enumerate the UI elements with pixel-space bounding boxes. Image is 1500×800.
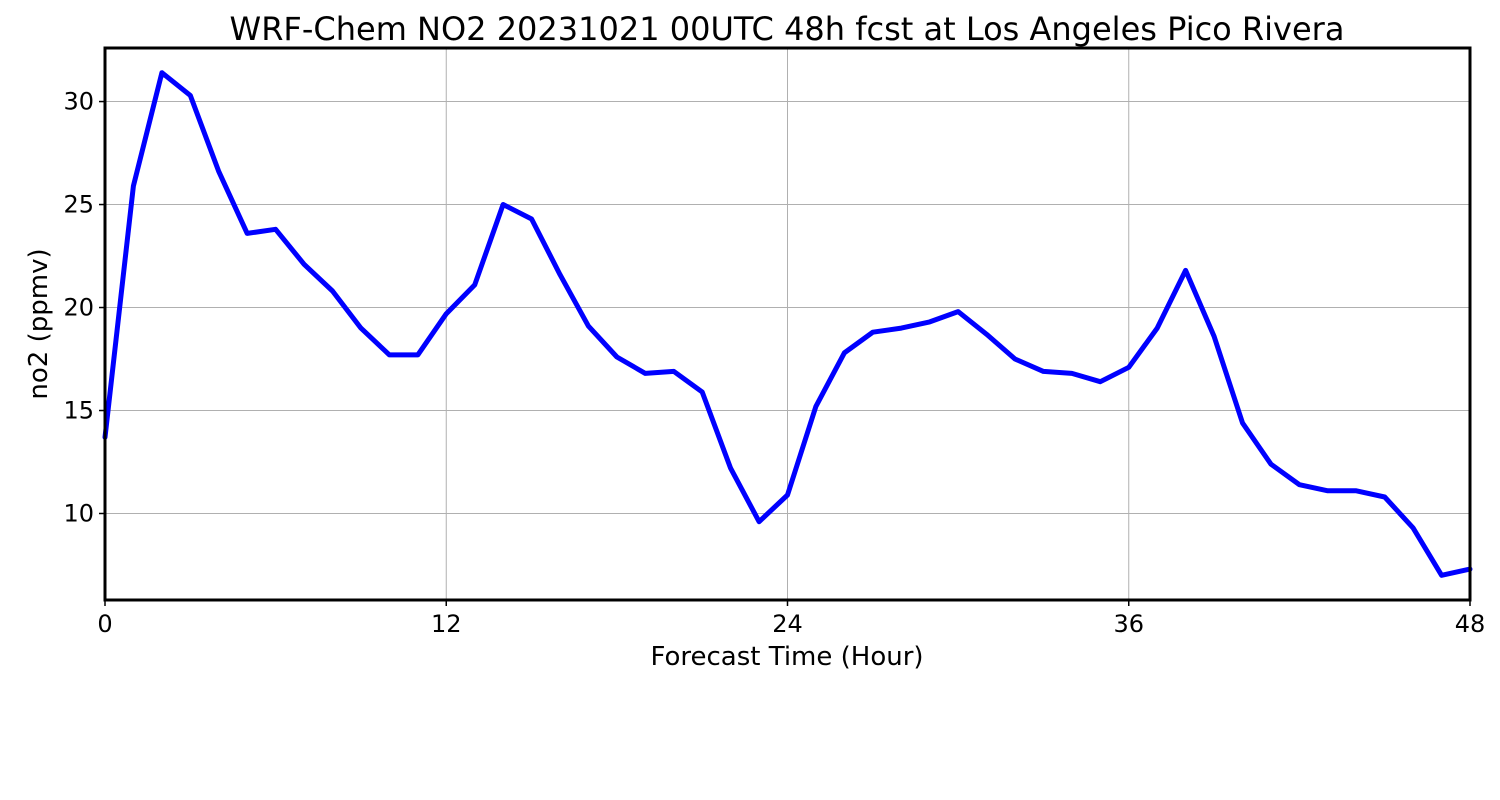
x-tick-label: 12 — [431, 610, 462, 638]
x-tick-label: 36 — [1113, 610, 1144, 638]
grid-lines — [104, 48, 1471, 600]
axis-ticks: 0 12 24 36 48 10 15 20 25 30 — [63, 88, 1485, 638]
y-tick-label: 30 — [63, 88, 94, 116]
y-tick-label: 25 — [63, 191, 94, 219]
chart-title: WRF-Chem NO2 20231021 00UTC 48h fcst at … — [230, 10, 1345, 48]
no2-series-line — [102, 70, 1473, 578]
y-tick-label: 10 — [63, 499, 94, 527]
y-axis-label: no2 (ppmv) — [24, 248, 54, 399]
x-tick-label: 24 — [772, 610, 803, 638]
y-tick-label: 20 — [63, 294, 94, 322]
series-layer — [102, 70, 1473, 578]
x-tick-label: 48 — [1455, 610, 1486, 638]
y-tick-label: 15 — [63, 397, 94, 425]
x-tick-label: 0 — [97, 610, 112, 638]
plot-frame — [103, 46, 1472, 602]
x-axis-label: Forecast Time (Hour) — [650, 642, 923, 672]
